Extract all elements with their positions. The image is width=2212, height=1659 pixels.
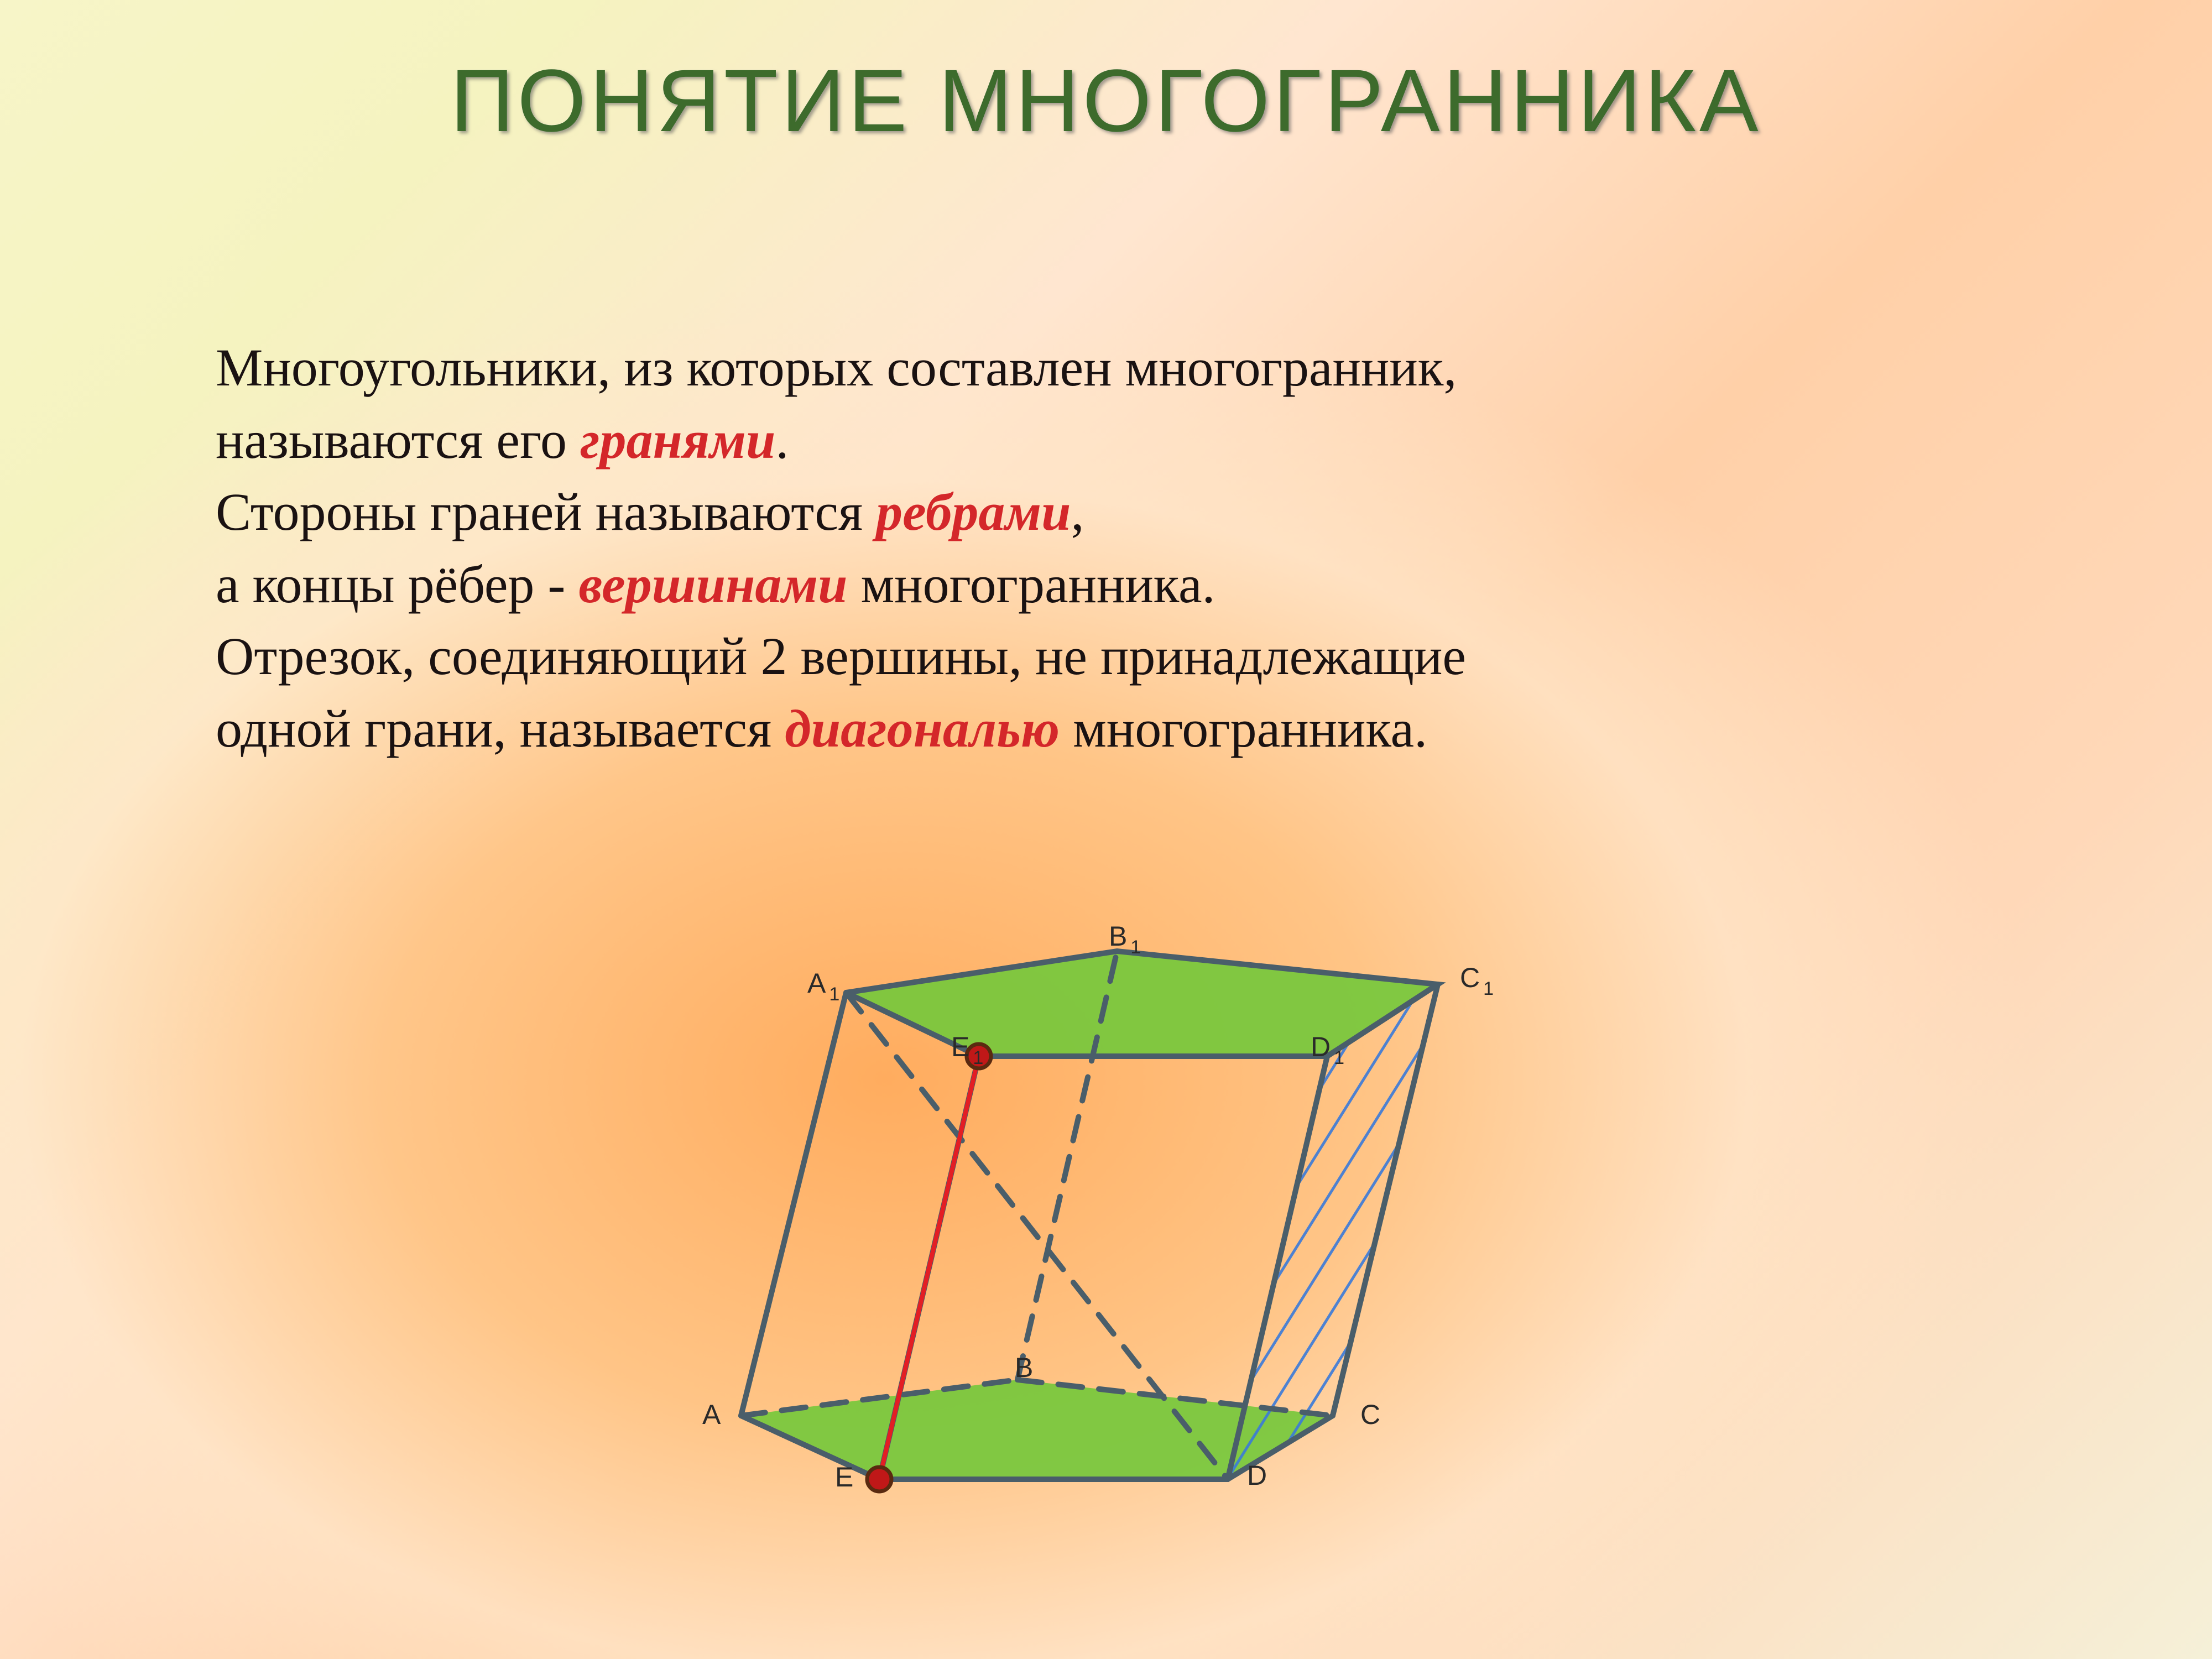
term-vertices: вершинами: [578, 555, 847, 614]
term-faces: гранями: [580, 410, 775, 469]
vertex-label: E: [835, 1462, 853, 1493]
edge-vertical: [741, 993, 846, 1416]
vertex-label: A: [702, 1399, 721, 1430]
prism-figure: ABCDEA1B1C1D1E1: [586, 868, 1571, 1576]
vertex-label: A1: [807, 968, 839, 1005]
slide-title: Понятие многогранника: [0, 50, 2212, 152]
text-line: Многоугольники, из которых составлен мно…: [216, 338, 1457, 397]
text-line: многогранника.: [848, 555, 1215, 614]
vertex-label: B: [1015, 1352, 1033, 1383]
vertex-label: D: [1247, 1460, 1267, 1491]
vertex-dot: [867, 1467, 891, 1491]
vertex-label: C: [1360, 1399, 1380, 1430]
definition-text: Многоугольники, из которых составлен мно…: [216, 332, 1985, 765]
text-line: называются его: [216, 410, 580, 469]
vertex-label: C1: [1460, 962, 1494, 999]
text-line: .: [775, 410, 789, 469]
term-edges: ребрами: [876, 482, 1071, 541]
text-line: а концы рёбер -: [216, 555, 578, 614]
text-line: Стороны граней называются: [216, 482, 876, 541]
text-line: ,: [1071, 482, 1084, 541]
text-line: многогранника.: [1060, 699, 1427, 758]
text-line: Отрезок, соединяющий 2 вершины, не прина…: [216, 627, 1466, 686]
term-diagonal: диагональю: [785, 699, 1060, 758]
text-line: одной грани, называется: [216, 699, 785, 758]
